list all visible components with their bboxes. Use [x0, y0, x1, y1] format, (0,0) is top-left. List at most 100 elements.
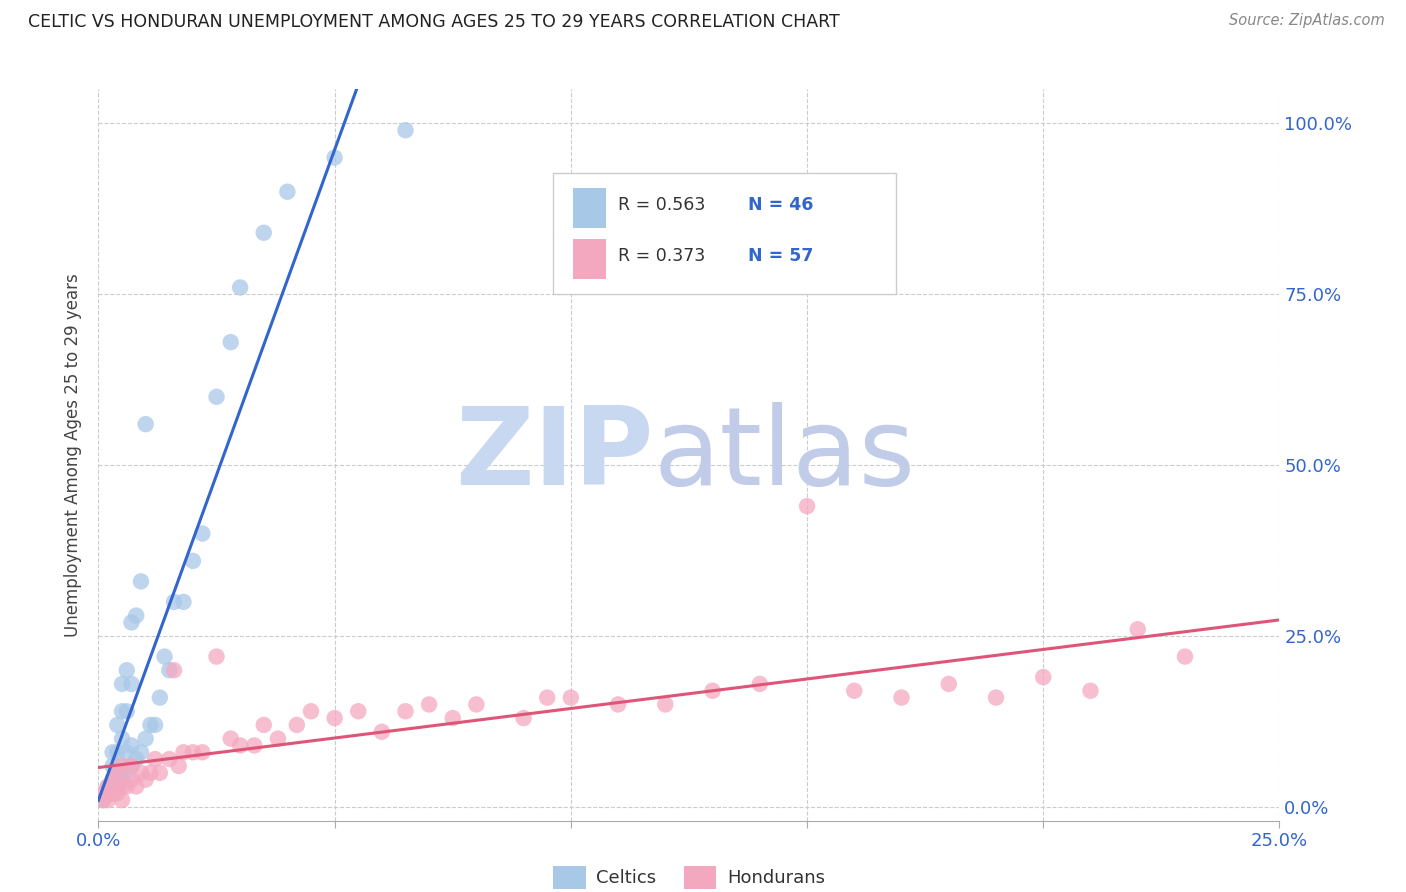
- Point: [394, 123, 416, 137]
- Point: [702, 683, 724, 698]
- Point: [285, 718, 308, 732]
- Point: [101, 786, 124, 800]
- Point: [181, 745, 204, 759]
- Point: [111, 772, 134, 787]
- Point: [560, 690, 582, 705]
- Point: [276, 185, 298, 199]
- Point: [91, 793, 114, 807]
- Point: [654, 698, 676, 712]
- Point: [111, 759, 134, 773]
- Point: [172, 745, 194, 759]
- Point: [219, 335, 242, 350]
- Point: [111, 759, 134, 773]
- Point: [97, 793, 120, 807]
- Point: [115, 765, 138, 780]
- Point: [394, 704, 416, 718]
- Point: [139, 718, 162, 732]
- Point: [299, 704, 322, 718]
- Point: [512, 711, 534, 725]
- Point: [163, 595, 186, 609]
- Point: [1032, 670, 1054, 684]
- Legend: Celtics, Hondurans: Celtics, Hondurans: [546, 859, 832, 892]
- Point: [267, 731, 290, 746]
- Point: [243, 739, 266, 753]
- Point: [441, 711, 464, 725]
- Point: [1126, 622, 1149, 636]
- Point: [121, 759, 143, 773]
- Text: CELTIC VS HONDURAN UNEMPLOYMENT AMONG AGES 25 TO 29 YEARS CORRELATION CHART: CELTIC VS HONDURAN UNEMPLOYMENT AMONG AG…: [28, 13, 839, 31]
- Bar: [574, 239, 606, 279]
- Point: [149, 765, 172, 780]
- Point: [115, 745, 138, 759]
- Point: [172, 595, 194, 609]
- Point: [135, 417, 157, 432]
- Point: [111, 677, 134, 691]
- Point: [157, 663, 180, 677]
- Point: [536, 690, 558, 705]
- FancyBboxPatch shape: [553, 173, 896, 294]
- Point: [796, 499, 818, 513]
- Point: [121, 759, 143, 773]
- Point: [121, 739, 143, 753]
- Point: [181, 554, 204, 568]
- Point: [97, 780, 120, 794]
- Bar: [574, 187, 606, 228]
- Point: [115, 663, 138, 677]
- Text: ZIP: ZIP: [456, 402, 654, 508]
- Text: N = 46: N = 46: [748, 196, 813, 214]
- Point: [105, 780, 128, 794]
- Point: [135, 731, 157, 746]
- Point: [125, 752, 148, 766]
- Point: [115, 704, 138, 718]
- Point: [153, 649, 176, 664]
- Point: [105, 718, 128, 732]
- Point: [97, 780, 120, 794]
- Point: [371, 724, 394, 739]
- Point: [105, 765, 128, 780]
- Point: [101, 745, 124, 759]
- Point: [465, 698, 488, 712]
- Point: [129, 765, 152, 780]
- Text: atlas: atlas: [654, 402, 915, 508]
- Point: [984, 690, 1007, 705]
- Point: [101, 759, 124, 773]
- Point: [607, 698, 630, 712]
- Point: [101, 772, 124, 787]
- Point: [229, 739, 252, 753]
- Point: [111, 793, 134, 807]
- Point: [1080, 683, 1102, 698]
- Point: [143, 752, 166, 766]
- Point: [191, 526, 214, 541]
- Point: [135, 772, 157, 787]
- Point: [938, 677, 960, 691]
- Text: N = 57: N = 57: [748, 247, 813, 265]
- Point: [418, 698, 440, 712]
- Point: [121, 615, 143, 630]
- Point: [111, 731, 134, 746]
- Point: [143, 718, 166, 732]
- Point: [323, 711, 346, 725]
- Point: [1174, 649, 1197, 664]
- Point: [101, 786, 124, 800]
- Y-axis label: Unemployment Among Ages 25 to 29 years: Unemployment Among Ages 25 to 29 years: [65, 273, 83, 637]
- Point: [111, 780, 134, 794]
- Point: [157, 752, 180, 766]
- Point: [101, 772, 124, 787]
- Point: [139, 765, 162, 780]
- Point: [129, 745, 152, 759]
- Point: [844, 683, 866, 698]
- Point: [105, 745, 128, 759]
- Point: [323, 151, 346, 165]
- Point: [105, 765, 128, 780]
- Point: [105, 786, 128, 800]
- Point: [121, 677, 143, 691]
- Point: [191, 745, 214, 759]
- Text: R = 0.563: R = 0.563: [619, 196, 706, 214]
- Point: [125, 608, 148, 623]
- Point: [129, 574, 152, 589]
- Point: [163, 663, 186, 677]
- Point: [748, 677, 770, 691]
- Point: [115, 780, 138, 794]
- Point: [205, 390, 228, 404]
- Point: [229, 280, 252, 294]
